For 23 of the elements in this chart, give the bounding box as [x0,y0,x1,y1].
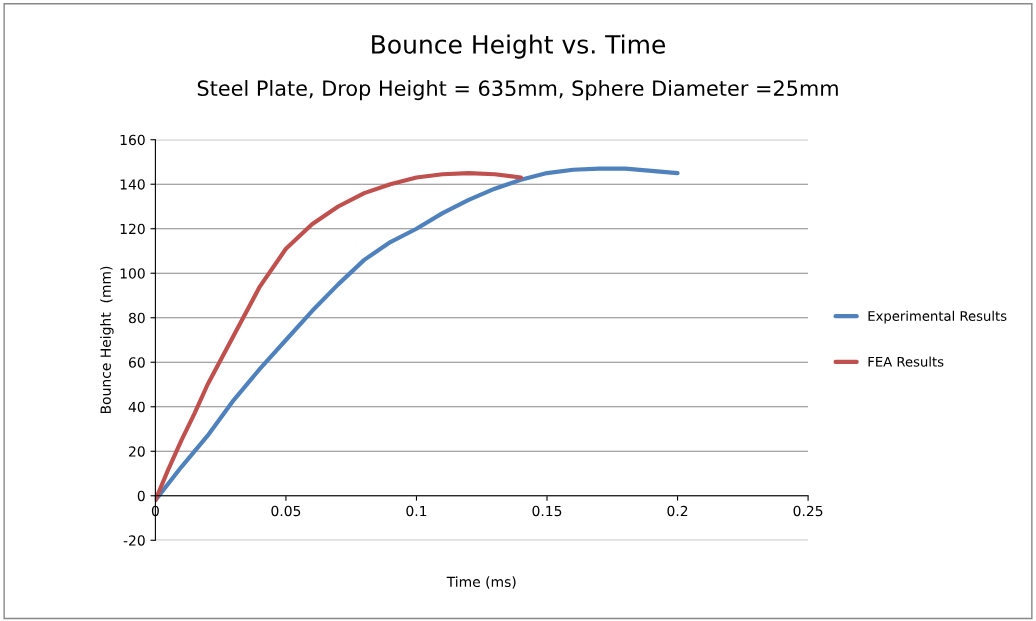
y-tick-label: 0 [137,490,145,502]
x-tick-label: 0.2 [667,505,688,517]
chart-title: Bounce Height vs. Time [372,34,666,59]
y-tick-label: 140 [120,179,145,190]
y-tick-label: 100 [120,268,145,279]
y-tick-label: 20 [129,446,145,457]
y-tick-label: 160 [120,134,145,146]
chart-subtitle: Steel Plate, Drop Height = 635mm, Sphere Diameter =25mm [197,79,838,101]
y-tick-label: 120 [120,223,145,235]
x-axis-title: Time (ms) [446,576,516,589]
legend-label: Experimental Results [868,310,1007,324]
y-axis-title: Bounce Height (mm) [100,266,114,414]
line-series [155,166,680,503]
legend-label: FEA Results [868,356,944,367]
line-series [155,171,523,503]
y-tick-label: 40 [128,401,145,413]
x-tick-label: 0.25 [793,505,823,517]
y-tick-label: 80 [128,312,145,324]
y-tick-label: -20 [123,535,145,546]
y-tick-label: 60 [128,357,145,368]
x-tick-label: 0.15 [532,505,562,517]
x-tick-label: 0.05 [271,505,301,517]
x-tick-label: 0.1 [406,505,427,517]
